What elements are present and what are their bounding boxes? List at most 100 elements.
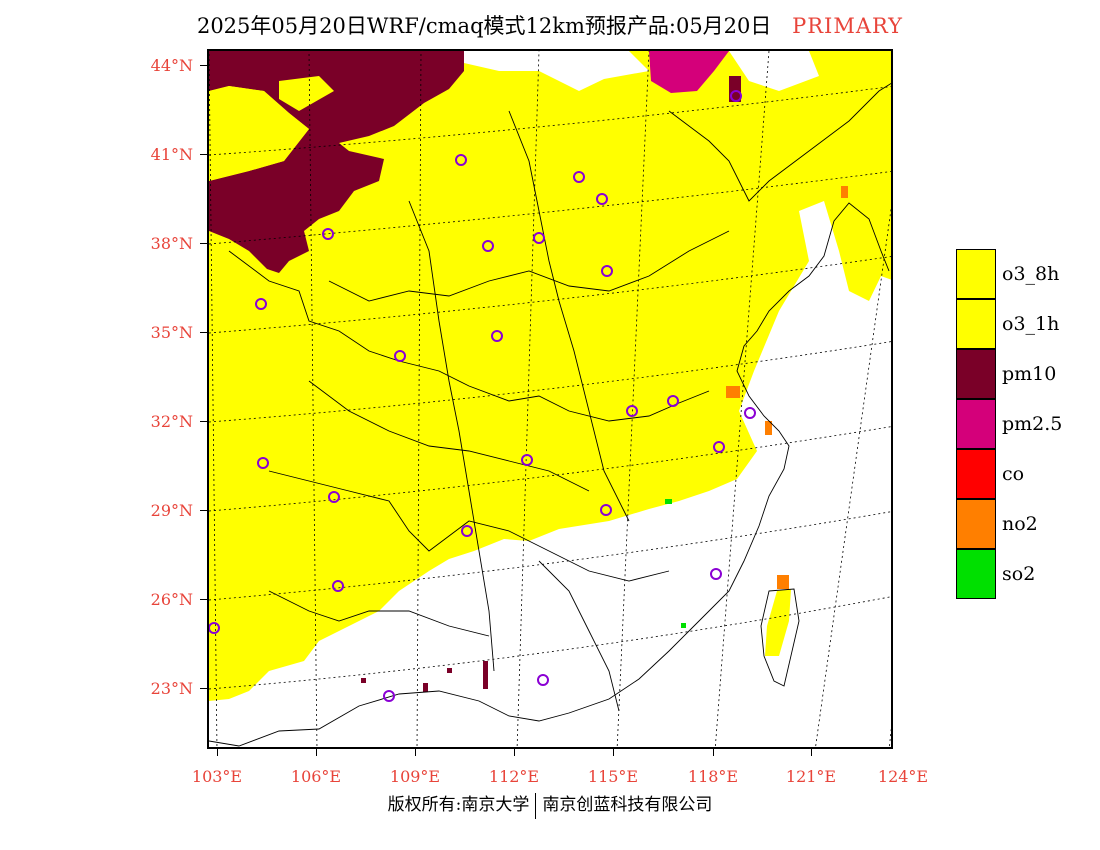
footer-divider <box>535 792 537 819</box>
boundary-lines <box>209 82 891 747</box>
station-markers <box>209 90 756 702</box>
copyright-footer: 版权所有:南京大学 南京创蓝科技有限公司 <box>0 790 1100 819</box>
lon-label-103: 103°E <box>191 767 243 786</box>
pm25-region <box>649 51 729 93</box>
legend-swatch <box>956 449 996 499</box>
station-marker <box>209 622 220 634</box>
lat-label-44: 44°N <box>150 56 193 75</box>
station-marker <box>713 441 725 453</box>
tick-y <box>200 510 207 511</box>
o3-patch <box>279 76 334 111</box>
tick-y <box>200 332 207 333</box>
station-marker <box>521 454 533 466</box>
tick-x <box>217 749 218 756</box>
lon-label-109: 109°E <box>389 767 441 786</box>
legend-label: pm10 <box>1002 363 1057 385</box>
station-marker <box>710 568 722 580</box>
station-marker <box>730 90 742 102</box>
pm10-region <box>209 51 464 273</box>
station-marker <box>626 405 638 417</box>
tick-y <box>200 65 207 66</box>
lat-label-38: 38°N <box>150 234 193 253</box>
lat-label-23: 23°N <box>150 679 193 698</box>
lon-label-124: 124°E <box>877 767 929 786</box>
tick-x <box>811 749 812 756</box>
no2-cell <box>841 186 848 198</box>
no-data-region <box>449 51 649 91</box>
tick-x <box>613 749 614 756</box>
legend-swatch <box>956 349 996 399</box>
map-panel[interactable] <box>207 49 893 749</box>
pm10-cell <box>423 683 428 692</box>
legend-label: pm2.5 <box>1002 413 1063 435</box>
tick-y <box>200 421 207 422</box>
legend-swatch <box>956 399 996 449</box>
legend-label: no2 <box>1002 513 1038 535</box>
tick-x <box>316 749 317 756</box>
so2-cell <box>665 499 672 504</box>
pm10-cell <box>483 661 488 689</box>
footer-company: 南京创蓝科技有限公司 <box>542 795 713 815</box>
no-data-region <box>729 51 819 91</box>
title-main: 2025年05月20日WRF/cmaq模式12km预报产品:05月20日 <box>196 14 772 38</box>
station-marker <box>667 395 679 407</box>
legend-swatch <box>956 249 996 299</box>
station-marker <box>328 491 340 503</box>
tick-x <box>514 749 515 756</box>
station-marker <box>455 154 467 166</box>
o3-region <box>209 51 891 701</box>
legend-swatch <box>956 549 996 599</box>
footer-copyright: 版权所有:南京大学 <box>387 795 530 815</box>
legend-swatch <box>956 499 996 549</box>
lon-label-118: 118°E <box>687 767 739 786</box>
map-title: 2025年05月20日WRF/cmaq模式12km预报产品:05月20日 PRI… <box>0 10 1100 40</box>
graticule <box>209 51 891 747</box>
tick-y <box>200 688 207 689</box>
station-marker <box>537 674 549 686</box>
legend-swatch <box>956 299 996 349</box>
pollution-map[interactable] <box>209 51 893 749</box>
station-marker <box>394 350 406 362</box>
lon-label-115: 115°E <box>587 767 639 786</box>
station-marker <box>322 228 334 240</box>
legend-label: co <box>1002 463 1025 485</box>
pm10-cell <box>361 678 366 683</box>
station-marker <box>596 193 608 205</box>
tick-y <box>200 599 207 600</box>
tick-y <box>200 154 207 155</box>
o3-taiwan <box>765 589 791 656</box>
lat-label-32: 32°N <box>150 412 193 431</box>
station-marker <box>257 457 269 469</box>
station-marker <box>383 690 395 702</box>
pm10-cell <box>447 668 452 673</box>
tick-y <box>200 243 207 244</box>
lon-label-112: 112°E <box>488 767 540 786</box>
lat-label-35: 35°N <box>150 323 193 342</box>
no2-cell <box>777 575 789 589</box>
so2-cell <box>681 623 686 628</box>
station-marker <box>491 330 503 342</box>
no2-cell <box>765 421 772 435</box>
station-marker <box>573 171 585 183</box>
station-marker <box>744 407 756 419</box>
legend-label: o3_8h <box>1002 263 1060 285</box>
lon-label-121: 121°E <box>785 767 837 786</box>
no2-cell <box>726 386 740 398</box>
legend-label: o3_1h <box>1002 313 1060 335</box>
lat-label-41: 41°N <box>150 145 193 164</box>
station-marker <box>600 504 612 516</box>
station-marker <box>533 232 545 244</box>
lat-label-26: 26°N <box>150 590 193 609</box>
tick-x <box>415 749 416 756</box>
lon-label-106: 106°E <box>290 767 342 786</box>
station-marker <box>482 240 494 252</box>
title-tag: PRIMARY <box>792 14 904 38</box>
tick-x <box>713 749 714 756</box>
station-marker <box>601 265 613 277</box>
station-marker <box>332 580 344 592</box>
lat-label-29: 29°N <box>150 501 193 520</box>
station-marker <box>255 298 267 310</box>
legend-label: so2 <box>1002 563 1036 585</box>
station-marker <box>461 525 473 537</box>
o3-patch <box>209 86 309 181</box>
